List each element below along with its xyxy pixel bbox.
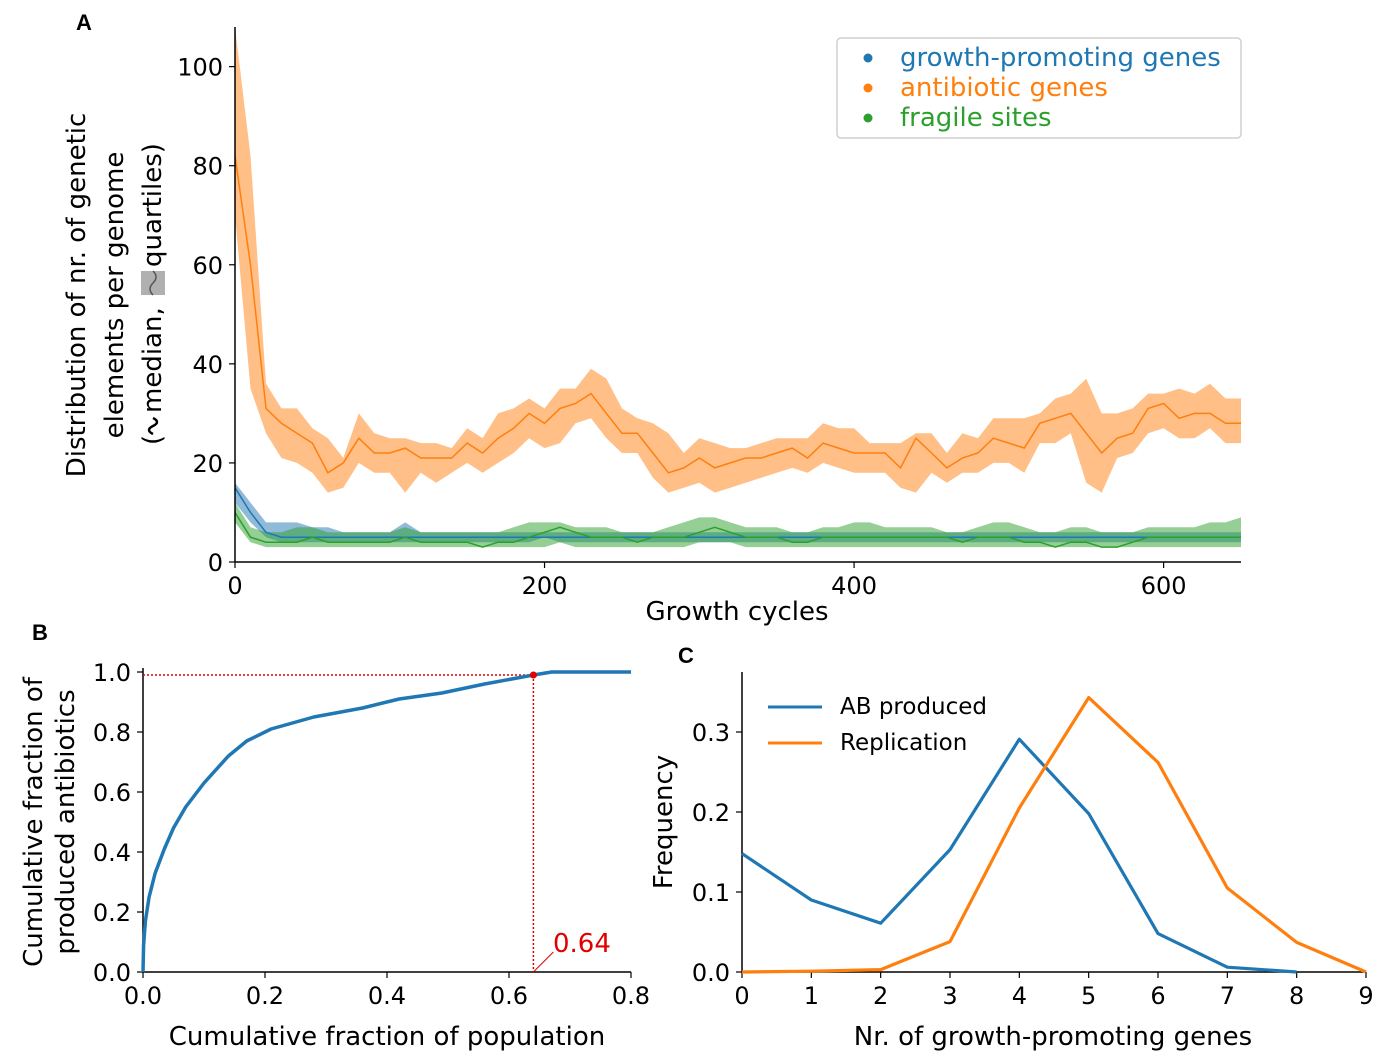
panel-b-y-tick-label: 0.4 — [93, 839, 131, 867]
panel-b-x-tick-label: 0.8 — [612, 982, 650, 1010]
panel-a-ylabel-open-paren: ( — [138, 435, 168, 445]
panel-a-chart: 0 200 400 600 0 20 40 60 80 100 Growth cycles Dis… — [62, 27, 1242, 627]
panel-a-y-tick-label: 60 — [192, 252, 223, 280]
legend-label-ab-produced: AB produced — [840, 694, 987, 720]
legend-marker-growth-promoting — [863, 53, 873, 63]
panel-a-ylabel-line-3: ( median, quartiles) — [138, 143, 168, 445]
panel-a-y-tick-label: 0 — [208, 549, 223, 577]
legend-label-fragile: fragile sites — [900, 103, 1052, 133]
panel-c-x-tick-label: 8 — [1289, 982, 1304, 1010]
panel-b-ylabel-line-1: Cumulative fraction of — [19, 676, 49, 967]
panel-a-y-axis-label: Distribution of nr. of genetic elements … — [62, 113, 168, 478]
panel-b-ylabel-line-2: produced antibiotics — [51, 689, 81, 954]
panel-a-x-axis-label: Growth cycles — [645, 597, 828, 627]
median-line-icon — [147, 416, 159, 436]
panel-c-x-tick-label: 5 — [1081, 982, 1096, 1010]
panel-a-y-tick-label: 80 — [192, 153, 223, 181]
panel-c-data — [741, 695, 1367, 974]
panel-a-median-lines — [234, 155, 1241, 548]
panel-b-y-axis-label: Cumulative fraction of produced antibiot… — [19, 676, 81, 967]
panel-b-x-tick-label: 0.4 — [368, 982, 406, 1010]
panel-b-annotation: 0.64 — [553, 929, 611, 959]
panel-b-y-tick-label: 0.0 — [93, 959, 131, 987]
legend-label-growth-promoting: growth-promoting genes — [900, 43, 1221, 73]
panel-c-x-tick-label: 7 — [1220, 982, 1235, 1010]
panel-c-y-tick-label: 0.1 — [692, 879, 730, 907]
panel-c-y-tick-label: 0.2 — [692, 799, 730, 827]
panel-c-x-tick-label: 9 — [1358, 982, 1373, 1010]
quartile-band-icon — [141, 270, 165, 296]
panel-a-ylabel-line-2: elements per genome — [100, 152, 130, 439]
median-line-antibiotic-genes — [234, 155, 1241, 474]
panel-a-legend: growth-promoting genes antibiotic genes … — [836, 37, 1242, 139]
panel-a-x-tick-label: 0 — [227, 572, 242, 600]
panel-c-chart: 0 1 2 3 4 5 6 7 8 9 0.0 0.1 0.2 0.3 Nr. of growth-pro… — [649, 672, 1374, 1052]
panel-a-x-tick-label: 400 — [831, 572, 877, 600]
panel-c-line-ab-produced — [741, 737, 1297, 974]
panel-b-annotation-leader — [533, 951, 554, 973]
legend-marker-antibiotic — [863, 83, 873, 93]
panel-label-b: B — [32, 620, 48, 645]
panel-a-axes: 0 200 400 600 0 20 40 60 80 100 — [177, 27, 1241, 600]
panel-c-x-tick-label: 6 — [1150, 982, 1165, 1010]
panel-b-data — [141, 670, 631, 973]
panel-a-legend-frame — [836, 37, 1242, 139]
panel-c-line-replication — [741, 695, 1367, 974]
panel-c-x-tick-label: 3 — [942, 982, 957, 1010]
panel-label-c: C — [678, 643, 694, 668]
panel-b-x-tick-label: 0.2 — [246, 982, 284, 1010]
panel-a-x-tick-label: 200 — [522, 572, 568, 600]
panel-c-x-tick-label: 1 — [804, 982, 819, 1010]
legend-label-replication: Replication — [840, 730, 967, 756]
panel-b-y-tick-label: 0.2 — [93, 899, 131, 927]
panel-b-y-tick-label: 0.8 — [93, 719, 131, 747]
panel-c-x-tick-label: 0 — [734, 982, 749, 1010]
median-line-fragile-sites — [234, 512, 1241, 548]
median-line-growth-promoting-genes — [234, 487, 1241, 538]
panel-c-legend: AB produced Replication — [768, 694, 987, 756]
panel-c-x-tick-label: 4 — [1012, 982, 1027, 1010]
panel-b-x-axis-label: Cumulative fraction of population — [169, 1022, 605, 1052]
panel-b-x-tick-label: 0.0 — [124, 982, 162, 1010]
panel-b-y-tick-label: 1.0 — [93, 659, 131, 687]
panel-b-cumulative-curve — [141, 670, 631, 973]
panel-b-marker-point — [529, 671, 537, 679]
panel-a-y-tick-label: 40 — [192, 351, 223, 379]
panel-a-ylabel-line-1: Distribution of nr. of genetic — [62, 113, 92, 478]
panel-a-ylabel-median: median, — [138, 307, 168, 413]
panel-a-ylabel-quartiles: quartiles) — [138, 143, 168, 267]
panel-a-y-tick-label: 20 — [192, 450, 223, 478]
panel-label-a: A — [76, 10, 92, 35]
panel-c-x-axis-label: Nr. of growth-promoting genes — [854, 1022, 1252, 1052]
panel-c-y-tick-label: 0.0 — [692, 959, 730, 987]
panel-b-axes: 0.0 0.2 0.4 0.6 0.8 0.0 0.2 0.4 0.6 0.8 1.0 — [93, 659, 650, 1010]
panel-c-y-axis-label: Frequency — [649, 755, 679, 889]
panel-a-y-tick-label: 100 — [177, 54, 223, 82]
legend-marker-fragile — [863, 113, 873, 123]
panel-b-y-tick-label: 0.6 — [93, 779, 131, 807]
quartile-band-fragile-sites — [235, 502, 1241, 548]
panel-a-x-tick-label: 600 — [1141, 572, 1187, 600]
panel-c-x-tick-label: 2 — [873, 982, 888, 1010]
panel-c-y-tick-label: 0.3 — [692, 719, 730, 747]
panel-a-quartile-bands — [235, 27, 1241, 548]
panel-c-axes: 0 1 2 3 4 5 6 7 8 9 0.0 0.1 0.2 0.3 — [692, 672, 1374, 1010]
panel-b-chart: 0.0 0.2 0.4 0.6 0.8 0.0 0.2 0.4 0.6 0.8 1.0 Cumula… — [19, 659, 650, 1052]
legend-label-antibiotic: antibiotic genes — [900, 73, 1108, 103]
panel-b-x-tick-label: 0.6 — [490, 982, 528, 1010]
